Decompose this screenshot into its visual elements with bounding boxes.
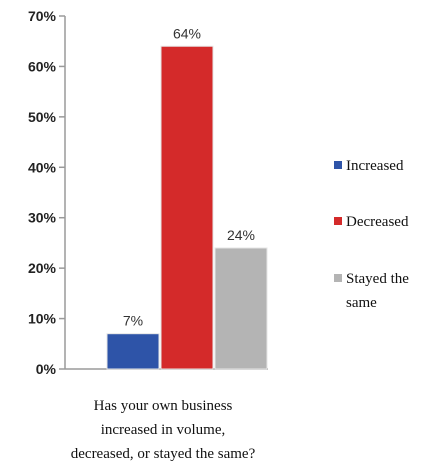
x-axis-label-line: decreased, or stayed the same? <box>71 446 256 462</box>
bar-increased <box>106 333 160 370</box>
data-label: 64% <box>173 25 201 41</box>
legend: Increased Decreased Stayed the same <box>334 158 409 311</box>
x-axis-label: Has your own business increased in volume… <box>71 398 256 462</box>
bar-stayed-the-same <box>214 247 268 370</box>
legend-swatch <box>334 217 342 225</box>
legend-swatch <box>334 274 342 282</box>
legend-label: same <box>346 295 377 311</box>
x-axis-label-line: increased in volume, <box>101 422 226 438</box>
legend-label: Increased <box>346 158 404 174</box>
legend-label: Decreased <box>346 214 409 230</box>
y-tick-label: 50% <box>28 109 57 125</box>
y-tick-label: 10% <box>28 311 57 327</box>
y-axis: 0% 10% 20% 30% 40% 50% 60% 70% <box>28 8 268 377</box>
legend-swatch <box>334 161 342 169</box>
data-labels: 7% 64% 24% <box>123 25 255 328</box>
y-tick-label: 0% <box>36 361 57 377</box>
y-tick-label: 20% <box>28 260 57 276</box>
y-tick-label: 30% <box>28 210 57 226</box>
data-label: 24% <box>227 227 255 243</box>
legend-label: Stayed the <box>346 271 409 287</box>
data-label: 7% <box>123 313 143 329</box>
y-tick-label: 40% <box>28 159 57 175</box>
x-axis-label-line: Has your own business <box>94 398 233 414</box>
bars <box>106 45 268 370</box>
bar-decreased <box>160 45 214 370</box>
y-tick-label: 70% <box>28 8 57 24</box>
y-tick-label: 60% <box>28 58 57 74</box>
